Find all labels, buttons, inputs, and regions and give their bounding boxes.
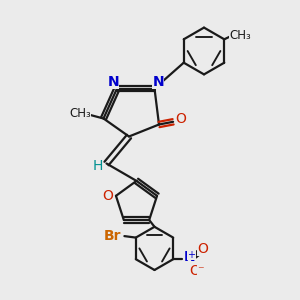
Text: O: O [197,242,208,256]
Text: N: N [184,250,196,264]
Text: ⁻: ⁻ [197,265,203,278]
Text: N: N [152,75,164,89]
Text: O: O [176,112,186,126]
Text: CH₃: CH₃ [229,29,251,42]
Text: CH₃: CH₃ [69,106,91,120]
Text: O: O [189,264,200,278]
Text: N: N [108,75,119,89]
Text: O: O [102,189,113,203]
Text: Br: Br [103,229,121,243]
Text: +: + [187,250,195,260]
Text: H: H [92,160,103,173]
